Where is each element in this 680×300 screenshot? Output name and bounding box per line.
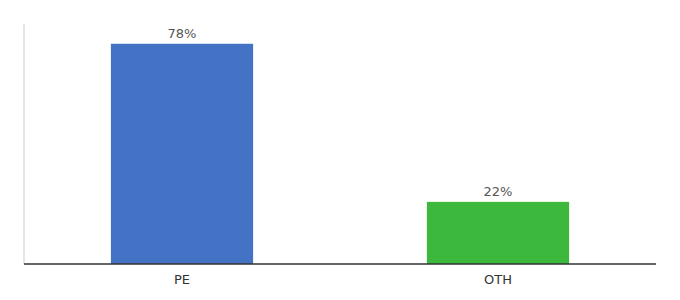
bar	[427, 202, 569, 264]
x-tick-label: PE	[174, 272, 190, 287]
bar	[111, 44, 253, 264]
y-axis-line	[24, 24, 25, 264]
x-axis-line	[24, 263, 656, 265]
data-label: 78%	[168, 26, 197, 41]
bars	[111, 44, 569, 264]
chart-container: PE OTH 78% 22%	[0, 0, 680, 300]
data-label: 22%	[484, 184, 513, 199]
x-tick-label: OTH	[484, 272, 512, 287]
chart-svg: PE OTH 78% 22%	[0, 0, 680, 300]
plot-area: PE OTH 78% 22%	[24, 24, 656, 287]
